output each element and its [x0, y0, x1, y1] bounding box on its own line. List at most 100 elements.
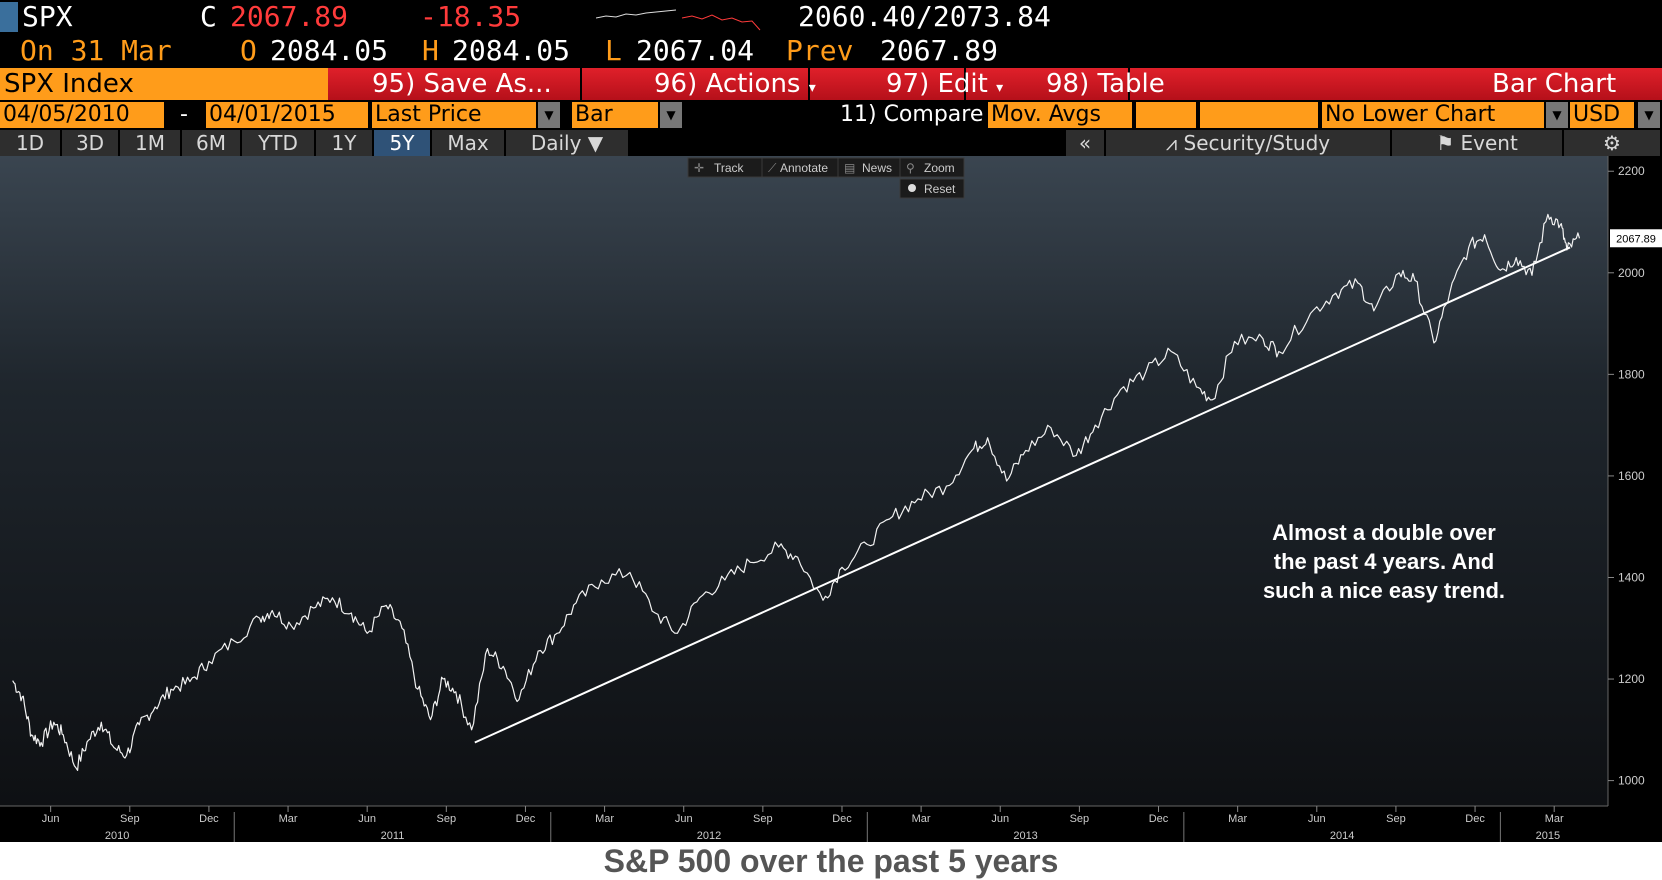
tab-1d[interactable]: 1D: [0, 130, 62, 156]
zoom-label: Zoom: [924, 161, 955, 175]
intraday-sparkline: [596, 9, 761, 31]
x-axis-panel: [0, 806, 1662, 842]
frequency-dropdown[interactable]: Daily ▼: [506, 130, 630, 156]
crosshair-icon: ✛: [694, 161, 704, 175]
y-tick-label: 1400: [1618, 570, 1645, 584]
empty-field[interactable]: [1136, 102, 1196, 128]
menu-bar: SPX Index 95) Save As... 96) Actions ▾ 9…: [0, 68, 1662, 100]
mov-avgs-field[interactable]: Mov. Avgs: [988, 102, 1132, 128]
actions-menu[interactable]: 96) Actions ▾: [654, 68, 816, 104]
y-tick-label: 1600: [1618, 469, 1645, 483]
annotate-label: Annotate: [780, 161, 828, 175]
tab-ytd[interactable]: YTD: [242, 130, 316, 156]
tab-5y[interactable]: 5Y: [374, 130, 432, 156]
price-dropdown-arrow[interactable]: ▼: [538, 102, 560, 128]
open-label: O: [240, 34, 257, 67]
magnifier-icon: ⚲: [906, 161, 915, 175]
compare-button[interactable]: 11) Compare: [840, 102, 984, 127]
y-tick-label: 1200: [1618, 672, 1645, 686]
start-date-field[interactable]: 04/05/2010: [0, 102, 164, 128]
tab-1m[interactable]: 1M: [120, 130, 182, 156]
x-tick-label: Mar: [595, 813, 614, 825]
settings-button[interactable]: ⚙: [1564, 130, 1662, 156]
y-axis: 1000 1200 1400 1600 1800 2000 2200: [1608, 164, 1645, 788]
year-label: 2013: [1013, 830, 1037, 842]
currency-field[interactable]: USD: [1570, 102, 1634, 128]
plot-layer: 2067.89: [12, 213, 1662, 771]
low-label: L: [605, 34, 622, 67]
net-change: -18.35: [420, 0, 522, 33]
x-tick-label: Mar: [279, 813, 298, 825]
reset-label: Reset: [924, 182, 956, 196]
last-value-label: 2067.89: [1616, 233, 1656, 245]
security-color-marker: [0, 2, 18, 32]
currency-dropdown-arrow[interactable]: ▼: [1638, 102, 1660, 128]
x-tick-label: Jun: [675, 813, 693, 825]
style-dropdown-arrow[interactable]: ▼: [660, 102, 682, 128]
table-menu[interactable]: 98) Table: [1046, 69, 1165, 99]
trendline: [474, 246, 1571, 744]
x-tick-label: Jun: [42, 813, 60, 825]
x-tick-label: Dec: [1149, 813, 1169, 825]
security-study-label: Security/Study: [1183, 131, 1331, 155]
tab-max[interactable]: Max: [432, 130, 506, 156]
save-as-menu[interactable]: 95) Save As...: [372, 69, 552, 99]
end-date-field[interactable]: 04/01/2015: [206, 102, 368, 128]
quote-header: SPX C 2067.89 -18.35 2060.40/2073.84: [0, 0, 1662, 34]
security-study-button[interactable]: ⩘ Security/Study: [1106, 130, 1392, 156]
last-value-box: [1610, 229, 1662, 248]
year-label: 2012: [697, 830, 721, 842]
close-label: C: [200, 0, 217, 33]
reset-button[interactable]: [899, 178, 965, 199]
symbol: SPX: [22, 0, 73, 33]
price-field[interactable]: Last Price: [372, 102, 536, 128]
x-tick-label: Dec: [832, 813, 852, 825]
zoom-button[interactable]: [899, 157, 965, 178]
price-series-line: [12, 213, 1581, 771]
x-tick-label: Sep: [1070, 813, 1090, 825]
reset-icon: [908, 184, 916, 192]
chart-toolbar: ✛ Track ⟋ Annotate ▤ News ⚲ Zoom Reset: [687, 157, 965, 199]
year-label: 2011: [381, 830, 405, 842]
event-label: Event: [1460, 131, 1518, 155]
date-range-dash: -: [180, 102, 188, 127]
open-value: 2084.05: [270, 34, 389, 67]
bid-ask: 2060.40/2073.84: [798, 0, 1051, 33]
chart-area: 1000 1200 1400 1600 1800 2000 2200 Jun Sep Dec Ma…: [0, 156, 1662, 842]
tab-3d[interactable]: 3D: [62, 130, 120, 156]
x-tick-label: Sep: [753, 813, 773, 825]
prev-value: 2067.89: [880, 34, 999, 67]
flag-icon: ⚑: [1436, 131, 1455, 155]
price-chart: 1000 1200 1400 1600 1800 2000 2200 Jun Sep Dec Ma…: [0, 156, 1662, 842]
empty-field[interactable]: [1200, 102, 1318, 128]
tab-1y[interactable]: 1Y: [316, 130, 374, 156]
edit-menu[interactable]: 97) Edit ▾: [886, 68, 1003, 104]
prev-label: Prev: [786, 34, 854, 67]
chart-title: Bar Chart: [1492, 69, 1617, 99]
low-value: 2067.04: [636, 34, 755, 67]
x-tick-label: Dec: [1465, 813, 1485, 825]
year-label: 2010: [105, 830, 129, 842]
x-tick-label: Sep: [120, 813, 140, 825]
plot-background: [0, 156, 1608, 806]
x-tick-label: Mar: [1545, 813, 1564, 825]
actions-label: 96) Actions: [654, 69, 801, 99]
tab-6m[interactable]: 6M: [182, 130, 242, 156]
annotation-line-1: Almost a double over: [1272, 520, 1496, 545]
event-button[interactable]: ⚑ Event: [1392, 130, 1564, 156]
x-tick-label: Mar: [1228, 813, 1247, 825]
menu-divider: [580, 68, 582, 100]
lower-chart-dropdown-arrow[interactable]: ▼: [1546, 102, 1568, 128]
figure-caption: S&P 500 over the past 5 years: [0, 842, 1662, 880]
ticker-field[interactable]: SPX Index: [0, 68, 328, 100]
chart-study-icon: ⩘: [1165, 131, 1178, 155]
chart-style-field[interactable]: Bar: [572, 102, 658, 128]
high-value: 2084.05: [452, 34, 571, 67]
chevron-down-icon: ▾: [996, 80, 1004, 96]
annotation-line-3: such a nice easy trend.: [1263, 578, 1505, 603]
collapse-button[interactable]: «: [1066, 130, 1106, 156]
lower-chart-field[interactable]: No Lower Chart: [1322, 102, 1544, 128]
x-tick-label: Sep: [437, 813, 457, 825]
edit-label: 97) Edit: [886, 69, 988, 99]
menu-divider: [1128, 68, 1130, 100]
